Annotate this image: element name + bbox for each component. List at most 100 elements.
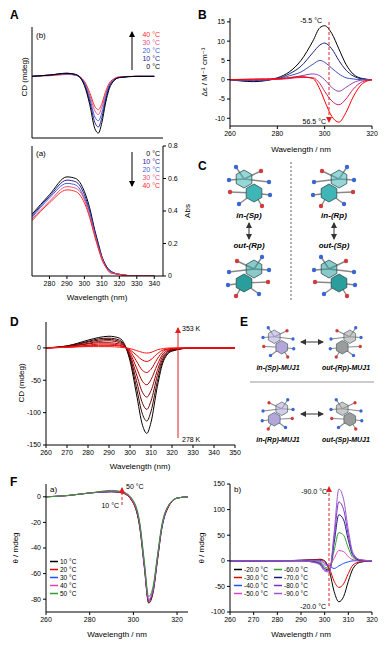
svg-text:290: 290	[103, 449, 115, 456]
svg-text:5: 5	[221, 57, 225, 64]
svg-text:in-(Sp): in-(Sp)	[236, 211, 262, 220]
svg-text:300: 300	[128, 616, 140, 623]
svg-text:(b): (b)	[36, 31, 46, 40]
svg-text:320: 320	[166, 449, 178, 456]
svg-text:θ / mdeg: θ / mdeg	[197, 532, 206, 563]
svg-text:270: 270	[248, 616, 260, 623]
svg-text:-10: -10	[215, 115, 225, 122]
svg-text:310: 310	[96, 280, 108, 287]
svg-text:340: 340	[148, 280, 160, 287]
svg-text:320: 320	[366, 130, 378, 137]
svg-text:353 K: 353 K	[182, 325, 201, 332]
svg-text:CD (mdeg): CD (mdeg)	[20, 57, 29, 96]
svg-text:b): b)	[234, 485, 241, 494]
svg-text:310: 310	[145, 449, 157, 456]
svg-text:40 °C: 40 °C	[142, 182, 160, 189]
svg-text:A: A	[10, 8, 19, 22]
svg-text:-60: -60	[31, 570, 41, 577]
svg-text:-40: -40	[31, 544, 41, 551]
svg-text:-20.0 °C: -20.0 °C	[244, 566, 268, 573]
svg-text:(a): (a)	[36, 149, 46, 158]
svg-text:20 °C: 20 °C	[142, 47, 160, 54]
svg-text:out-(Sp): out-(Sp)	[319, 241, 350, 250]
svg-text:out-(Rp): out-(Rp)	[233, 241, 264, 250]
svg-text:278 K: 278 K	[182, 436, 201, 443]
svg-text:0: 0	[37, 493, 41, 500]
svg-text:15: 15	[217, 18, 225, 25]
svg-text:-20: -20	[31, 519, 41, 526]
svg-text:0: 0	[37, 344, 41, 351]
svg-text:out-(Sp)-MUJ1: out-(Sp)-MUJ1	[322, 436, 370, 444]
svg-text:260: 260	[40, 449, 52, 456]
svg-text:150: 150	[213, 480, 225, 487]
svg-text:100: 100	[213, 506, 225, 513]
svg-text:300: 300	[319, 616, 331, 623]
svg-text:Wavelength / nm: Wavelength / nm	[271, 145, 331, 154]
svg-text:Abs: Abs	[183, 204, 192, 218]
svg-text:0: 0	[168, 272, 172, 279]
svg-text:-20.0 °C: -20.0 °C	[300, 603, 326, 610]
svg-text:0 °C: 0 °C	[146, 63, 160, 70]
svg-text:20 °C: 20 °C	[142, 166, 160, 173]
svg-text:50: 50	[217, 532, 225, 539]
svg-text:300: 300	[124, 449, 136, 456]
svg-text:in-(Rp): in-(Rp)	[321, 211, 347, 220]
svg-text:10 °C: 10 °C	[142, 158, 160, 165]
svg-text:in-(Rp)-MUJ1: in-(Rp)-MUJ1	[256, 436, 300, 444]
svg-text:-80.0 °C: -80.0 °C	[284, 582, 308, 589]
svg-text:F: F	[10, 475, 17, 489]
svg-text:300: 300	[319, 130, 331, 137]
svg-text:280: 280	[271, 616, 283, 623]
svg-text:Wavelength (nm): Wavelength (nm)	[67, 293, 128, 302]
svg-text:0.2: 0.2	[168, 240, 178, 247]
svg-text:0: 0	[221, 76, 225, 83]
svg-text:50 °C: 50 °C	[60, 590, 77, 597]
svg-text:Wavelength / nm: Wavelength / nm	[271, 630, 331, 639]
svg-text:280: 280	[82, 449, 94, 456]
svg-text:-90.0 °C: -90.0 °C	[284, 590, 308, 597]
svg-text:-70.0 °C: -70.0 °C	[284, 574, 308, 581]
svg-text:-90.0 °C: -90.0 °C	[301, 488, 327, 495]
svg-text:40 °C: 40 °C	[142, 31, 160, 38]
svg-text:30 °C: 30 °C	[142, 39, 160, 46]
svg-text:300: 300	[79, 280, 91, 287]
svg-text:260: 260	[224, 616, 236, 623]
svg-text:56.5 °C: 56.5 °C	[303, 118, 326, 125]
svg-text:D: D	[10, 315, 19, 329]
svg-text:-50: -50	[215, 583, 225, 590]
svg-text:330: 330	[131, 280, 143, 287]
svg-text:290: 290	[61, 280, 73, 287]
svg-text:E: E	[240, 315, 248, 329]
svg-text:320: 320	[113, 280, 125, 287]
svg-text:-30.0 °C: -30.0 °C	[244, 574, 268, 581]
svg-text:0 °C: 0 °C	[146, 150, 160, 157]
svg-text:320: 320	[366, 616, 378, 623]
svg-text:-5: -5	[219, 95, 225, 102]
svg-text:-40.0 °C: -40.0 °C	[244, 582, 268, 589]
svg-text:C: C	[198, 159, 207, 173]
svg-text:20 °C: 20 °C	[60, 566, 77, 573]
svg-text:0.6: 0.6	[168, 175, 178, 182]
svg-text:310: 310	[342, 616, 354, 623]
svg-text:0.8: 0.8	[168, 142, 178, 149]
svg-text:-5.5 °C: -5.5 °C	[300, 17, 322, 24]
svg-text:10 °C: 10 °C	[101, 502, 119, 509]
svg-text:a): a)	[50, 485, 57, 494]
svg-text:-60.0 °C: -60.0 °C	[284, 566, 308, 573]
svg-text:-50.0 °C: -50.0 °C	[244, 590, 268, 597]
svg-text:in-(Sp)-MUJ1: in-(Sp)-MUJ1	[256, 364, 299, 372]
svg-text:Δε / M⁻¹ cm⁻¹: Δε / M⁻¹ cm⁻¹	[200, 47, 209, 96]
svg-text:Wavelength (nm): Wavelength (nm)	[110, 462, 171, 471]
svg-text:320: 320	[171, 616, 183, 623]
svg-text:30 °C: 30 °C	[142, 174, 160, 181]
svg-text:30 °C: 30 °C	[60, 574, 77, 581]
svg-text:40 °C: 40 °C	[60, 582, 77, 589]
svg-text:280: 280	[271, 130, 283, 137]
svg-text:Wavelength / nm: Wavelength / nm	[87, 630, 147, 639]
svg-text:B: B	[198, 8, 207, 22]
svg-text:280: 280	[44, 280, 56, 287]
svg-text:10: 10	[217, 38, 225, 45]
svg-text:260: 260	[40, 616, 52, 623]
svg-text:340: 340	[208, 449, 220, 456]
svg-text:-100: -100	[27, 409, 41, 416]
